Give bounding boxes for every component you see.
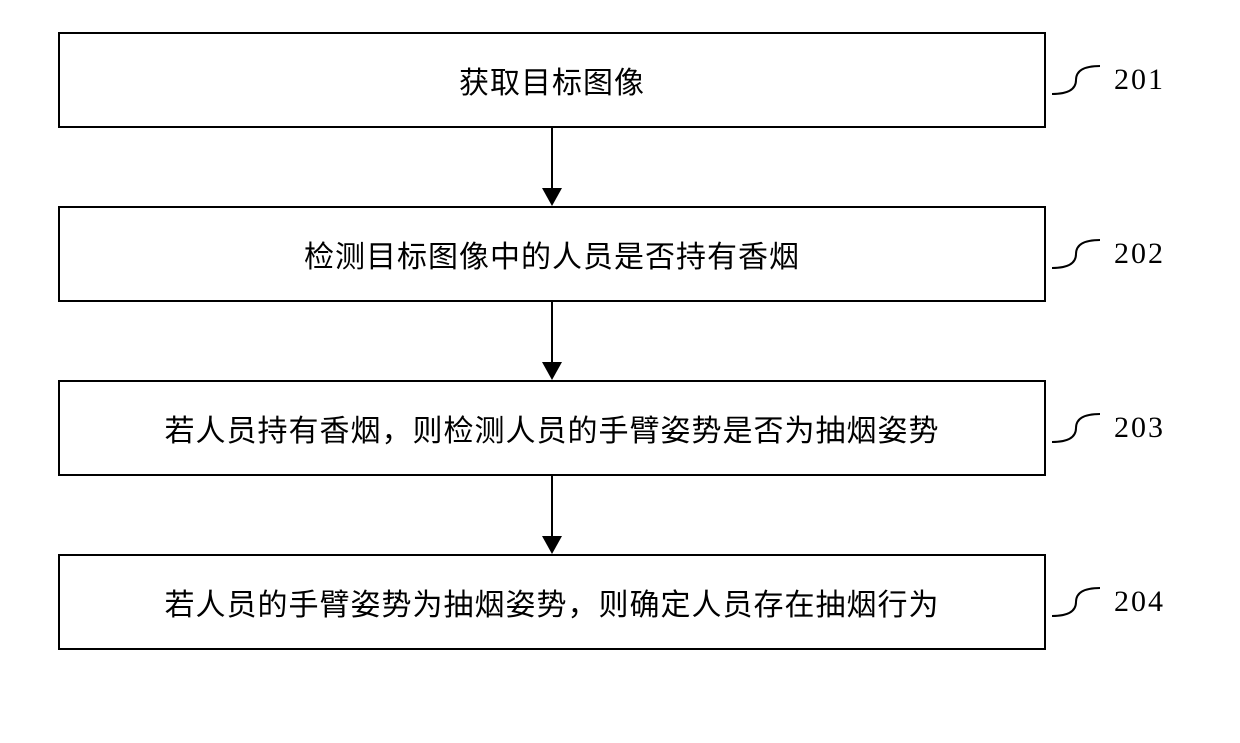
arrow-203-204 [58,476,1046,554]
arrow-down-icon [532,302,572,380]
step-label: 201 [1114,63,1165,97]
flowchart-container: 获取目标图像 201 检测目标图像中的人员是否持有香烟 202 [58,32,1182,650]
label-connector-202: 202 [1052,224,1165,284]
step-label: 203 [1114,411,1165,445]
step-row-201: 获取目标图像 201 [58,32,1182,128]
label-connector-201: 201 [1052,50,1165,110]
step-box-201: 获取目标图像 [58,32,1046,128]
curve-icon [1052,398,1100,458]
arrow-201-202 [58,128,1046,206]
arrow-down-icon [532,128,572,206]
step-text: 若人员的手臂姿势为抽烟姿势，则确定人员存在抽烟行为 [165,580,940,624]
step-row-204: 若人员的手臂姿势为抽烟姿势，则确定人员存在抽烟行为 204 [58,554,1182,650]
curve-icon [1052,572,1100,632]
label-connector-203: 203 [1052,398,1165,458]
step-text: 若人员持有香烟，则检测人员的手臂姿势是否为抽烟姿势 [165,406,940,450]
step-label: 204 [1114,585,1165,619]
step-box-202: 检测目标图像中的人员是否持有香烟 [58,206,1046,302]
curve-icon [1052,50,1100,110]
curve-icon [1052,224,1100,284]
step-box-203: 若人员持有香烟，则检测人员的手臂姿势是否为抽烟姿势 [58,380,1046,476]
arrow-202-203 [58,302,1046,380]
label-connector-204: 204 [1052,572,1165,632]
step-text: 获取目标图像 [459,58,645,102]
arrow-down-icon [532,476,572,554]
step-label: 202 [1114,237,1165,271]
step-text: 检测目标图像中的人员是否持有香烟 [304,232,800,276]
step-box-204: 若人员的手臂姿势为抽烟姿势，则确定人员存在抽烟行为 [58,554,1046,650]
step-row-202: 检测目标图像中的人员是否持有香烟 202 [58,206,1182,302]
step-row-203: 若人员持有香烟，则检测人员的手臂姿势是否为抽烟姿势 203 [58,380,1182,476]
